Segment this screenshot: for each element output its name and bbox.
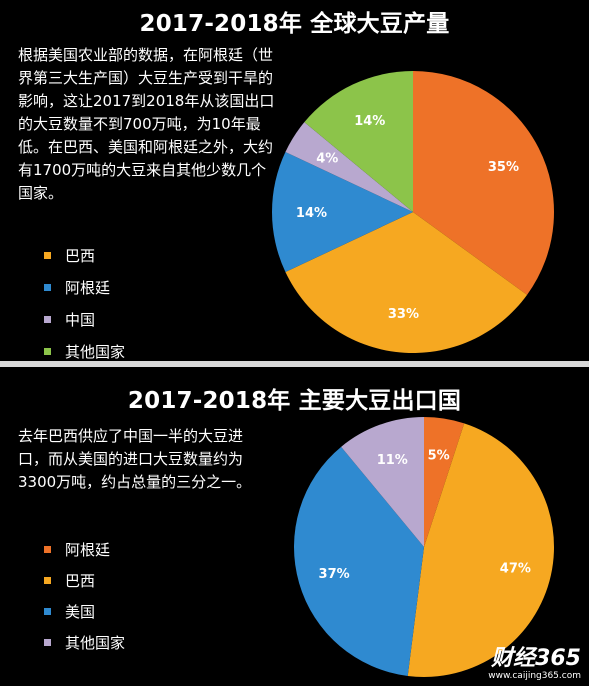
slice-value-label: 11% bbox=[377, 453, 408, 468]
export-panel: 2017-2018年 主要大豆出口国 去年巴西供应了中国一半的大豆进口，而从美国… bbox=[0, 367, 589, 686]
pie-slice-1 bbox=[413, 71, 554, 295]
legend-swatch bbox=[44, 347, 51, 355]
watermark-logo: 财经365 www.caijing365.com bbox=[488, 647, 581, 682]
section-divider bbox=[0, 361, 589, 367]
production-chart-title: 2017-2018年 全球大豆产量 bbox=[139, 11, 450, 37]
legend-item: 其他国家 bbox=[44, 627, 125, 658]
legend-swatch bbox=[44, 315, 51, 323]
legend-label: 其他国家 bbox=[65, 342, 126, 361]
slice-value-label: 35% bbox=[488, 160, 519, 175]
production-panel: 2017-2018年 全球大豆产量 根据美国农业部的数据，在阿根廷（世界第三大生… bbox=[18, 11, 554, 361]
legend-swatch bbox=[44, 608, 51, 615]
slice-value-label: 14% bbox=[354, 114, 385, 129]
legend-swatch bbox=[44, 546, 51, 553]
pie-slice-2 bbox=[407, 423, 555, 677]
legend-label: 中国 bbox=[65, 310, 96, 329]
legend-item: 阿根廷 bbox=[44, 271, 125, 303]
legend-item: 美国 bbox=[44, 596, 125, 627]
legend-swatch bbox=[44, 639, 51, 646]
legend-label: 阿根廷 bbox=[65, 541, 111, 559]
legend-label: 其他国家 bbox=[65, 634, 126, 652]
pie-slice-4 bbox=[341, 417, 424, 547]
watermark-site: www.caijing365.com bbox=[488, 671, 581, 681]
production-legend: 巴西 阿根廷 中国 其他国家 bbox=[44, 239, 125, 367]
legend-item: 中国 bbox=[44, 303, 125, 335]
production-pie-chart: 35% 33% 14% 4% 14% bbox=[271, 71, 554, 354]
pie-slice-3 bbox=[271, 151, 413, 273]
pie-slice-1 bbox=[424, 417, 465, 547]
slice-value-label: 47% bbox=[500, 561, 531, 576]
slice-value-label: 33% bbox=[388, 307, 419, 322]
legend-swatch bbox=[44, 577, 51, 584]
production-note: 根据美国农业部的数据，在阿根廷（世界第三大生产国）大豆生产受到干旱的影响，这让2… bbox=[18, 46, 275, 202]
legend-label: 巴西 bbox=[65, 246, 96, 265]
slice-value-label: 37% bbox=[319, 567, 350, 582]
legend-label: 阿根廷 bbox=[65, 278, 111, 297]
export-chart-title: 2017-2018年 主要大豆出口国 bbox=[127, 388, 462, 414]
legend-label: 美国 bbox=[65, 603, 96, 621]
export-legend: 阿根廷 巴西 美国 其他国家 bbox=[44, 534, 125, 658]
legend-label: 巴西 bbox=[65, 572, 96, 590]
legend-item: 其他国家 bbox=[44, 335, 125, 367]
pie-slice-2 bbox=[285, 212, 528, 354]
watermark-brand: 财经365 bbox=[491, 646, 581, 671]
legend-item: 阿根廷 bbox=[44, 534, 125, 565]
slice-value-label: 4% bbox=[316, 152, 338, 167]
legend-swatch bbox=[44, 283, 51, 291]
slice-value-label: 14% bbox=[296, 206, 327, 221]
export-note: 去年巴西供应了中国一半的大豆进口，而从美国的进口大豆数量约为3300万吨，约占总… bbox=[18, 427, 252, 491]
legend-item: 巴西 bbox=[44, 239, 125, 271]
legend-item: 巴西 bbox=[44, 565, 125, 596]
pie-slice-3 bbox=[293, 446, 424, 676]
slice-value-label: 5% bbox=[428, 449, 450, 464]
legend-swatch bbox=[44, 251, 51, 259]
pie-slice-4 bbox=[285, 122, 413, 212]
export-pie-chart: 5% 47% 37% 11% bbox=[293, 417, 555, 677]
pie-slice-5 bbox=[304, 71, 413, 212]
